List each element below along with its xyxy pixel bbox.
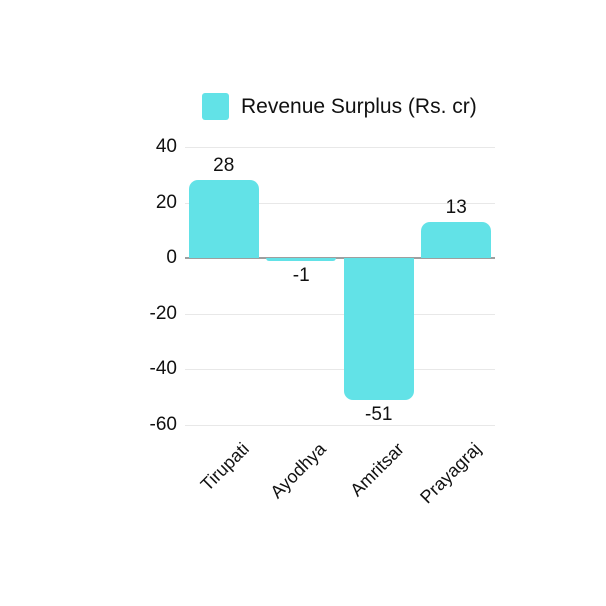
value-label-prayagraj: 13 [445, 197, 467, 219]
gridline-20 [185, 202, 495, 204]
gridline-0 [185, 257, 495, 260]
y-tick-label--40: -40 [149, 358, 177, 380]
legend: Revenue Surplus (Rs. cr) [202, 93, 477, 120]
bar-ayodhya [266, 258, 337, 261]
y-tick-label-40: 40 [155, 136, 177, 157]
gridline--20 [185, 313, 495, 315]
legend-label: Revenue Surplus (Rs. cr) [241, 95, 477, 118]
bar-amritsar [343, 258, 414, 400]
gridline--60 [185, 425, 495, 426]
gridline--40 [185, 369, 495, 371]
y-tick-label-0: 0 [166, 247, 177, 269]
value-label-amritsar: -51 [365, 403, 393, 425]
bar-prayagraj [421, 222, 492, 259]
y-tick-label-20: 20 [155, 191, 177, 213]
legend-swatch [202, 93, 229, 120]
y-tick-label--60: -60 [149, 414, 177, 435]
value-label-tirupati: 28 [213, 155, 235, 177]
y-tick-label--20: -20 [149, 302, 177, 324]
bar-tirupati [188, 180, 259, 259]
gridline-40 [185, 147, 495, 148]
value-label-ayodhya: -1 [292, 264, 310, 286]
